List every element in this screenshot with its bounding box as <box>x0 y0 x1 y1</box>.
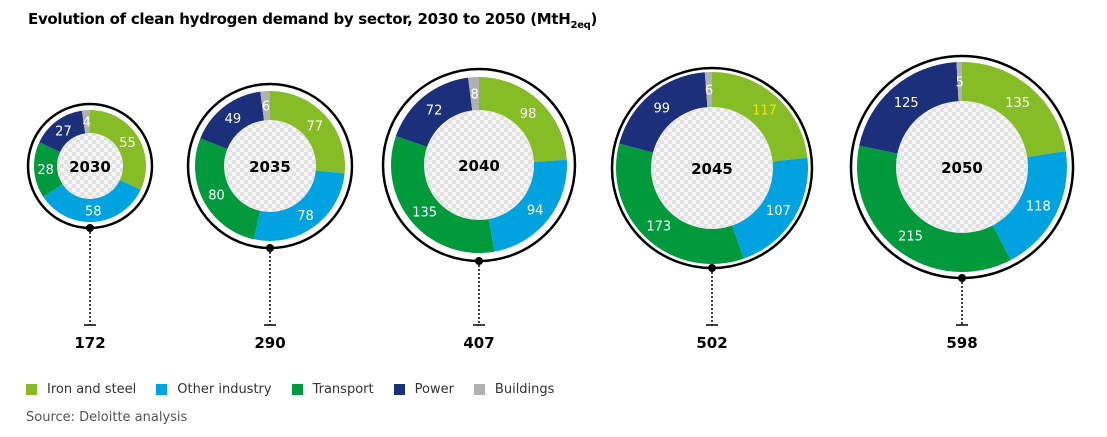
donut-2050: 135 118 215 125 5 2050 598 <box>849 54 1075 352</box>
segment-other-industry <box>43 180 141 222</box>
segment-iron-and-steel <box>270 91 345 174</box>
donut-2045: 117 107 173 99 6 2045 502 <box>610 66 814 352</box>
segment-power <box>395 77 473 147</box>
segment-iron-and-steel <box>479 77 567 162</box>
donut-hole <box>57 133 123 199</box>
year-label: 2035 <box>249 158 291 176</box>
data-label: 6 <box>262 100 270 115</box>
data-label: 99 <box>653 102 670 117</box>
data-label: 55 <box>119 136 136 151</box>
segment-power <box>619 72 708 153</box>
data-label: 135 <box>412 205 437 220</box>
chart-title: Evolution of clean hydrogen demand by se… <box>28 10 598 31</box>
segment-transport <box>390 136 495 254</box>
data-label: 125 <box>894 96 919 111</box>
donut-hole <box>224 120 316 212</box>
data-label: 49 <box>225 112 242 127</box>
data-label: 27 <box>55 124 72 139</box>
donut-2030: 55 58 28 27 4 2030 172 <box>26 102 154 352</box>
legend-item-transport: Transport <box>291 382 374 397</box>
segment-transport <box>616 143 744 264</box>
segment-transport <box>34 142 63 197</box>
legend-item-iron-and-steel: Iron and steel <box>26 382 136 397</box>
data-label: 58 <box>85 204 102 219</box>
segment-buildings <box>956 62 962 102</box>
total-label: 407 <box>463 334 494 352</box>
segment-buildings <box>704 72 712 108</box>
total-label: 172 <box>74 334 105 352</box>
segment-other-industry <box>732 157 808 259</box>
year-label: 2050 <box>941 159 983 177</box>
legend-item-other-industry: Other industry <box>156 382 272 397</box>
segment-power <box>39 110 86 152</box>
source-note: Source: Deloitte analysis <box>26 410 188 425</box>
segment-iron-and-steel <box>962 62 1066 157</box>
total-label: 502 <box>696 334 727 352</box>
data-label: 72 <box>426 103 443 118</box>
data-label: 5 <box>956 76 964 91</box>
segment-transport <box>195 138 261 240</box>
segment-buildings <box>260 91 270 121</box>
segment-other-industry <box>253 170 345 241</box>
data-label: 94 <box>527 203 544 218</box>
total-label: 598 <box>946 334 977 352</box>
legend-item-power: Power <box>393 382 454 397</box>
legend: Iron and steel Other industry Transport … <box>26 382 554 397</box>
data-label: 135 <box>1005 96 1030 111</box>
data-label: 78 <box>297 209 314 224</box>
segment-iron-and-steel <box>712 72 808 162</box>
segment-power <box>859 62 959 154</box>
data-label: 6 <box>705 84 713 99</box>
donut-2035: 77 78 80 49 6 2035 290 <box>186 82 354 352</box>
donut-hole <box>424 110 534 220</box>
data-label: 173 <box>646 220 671 235</box>
year-label: 2040 <box>458 157 500 175</box>
data-label: 28 <box>37 163 54 178</box>
segment-other-industry <box>992 151 1068 260</box>
legend-item-buildings: Buildings <box>473 382 554 397</box>
segment-iron-and-steel <box>90 110 147 190</box>
donut-2040: 98 94 135 72 8 2040 407 <box>381 67 577 352</box>
data-label: 107 <box>766 204 791 219</box>
data-label: 8 <box>470 88 478 103</box>
total-label: 290 <box>254 334 285 352</box>
data-label: 77 <box>307 119 324 134</box>
donut-hole <box>896 101 1028 233</box>
year-label: 2030 <box>69 158 111 176</box>
segment-power <box>200 91 265 149</box>
data-label: 98 <box>520 107 537 122</box>
segment-transport <box>857 145 1011 273</box>
data-label: 118 <box>1026 200 1051 215</box>
segment-other-industry <box>488 159 568 252</box>
segment-buildings <box>81 110 90 134</box>
data-label: 117 <box>752 104 777 119</box>
donut-hole <box>651 107 773 229</box>
data-label: 215 <box>898 229 923 244</box>
data-label: 4 <box>83 116 91 131</box>
year-label: 2045 <box>691 160 733 178</box>
segment-buildings <box>468 77 479 111</box>
data-label: 80 <box>208 188 225 203</box>
